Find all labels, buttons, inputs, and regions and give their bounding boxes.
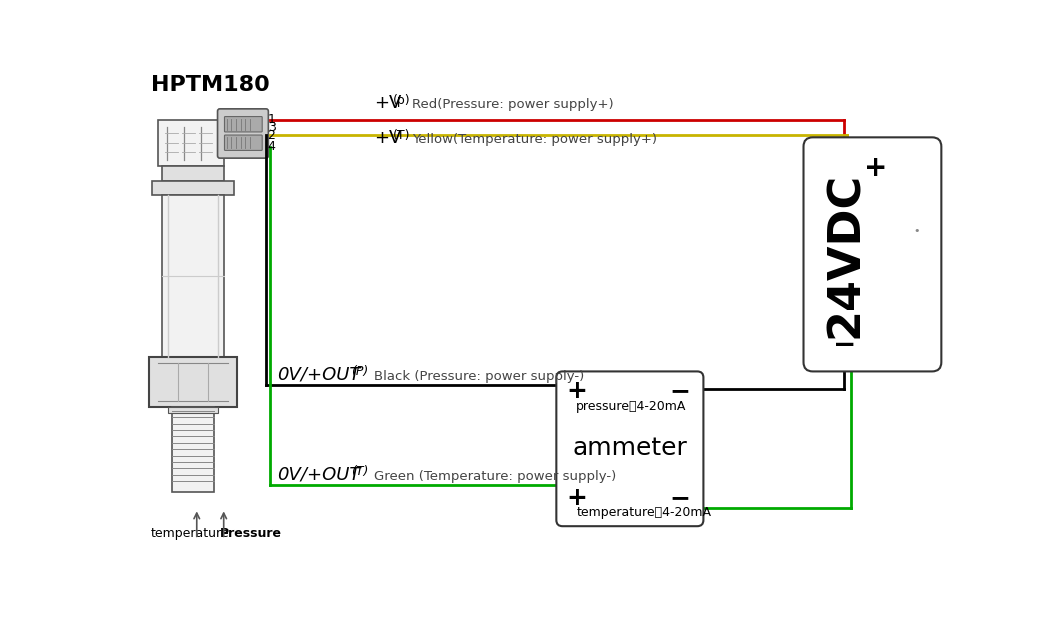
FancyBboxPatch shape: [803, 137, 941, 372]
Text: HPTM180: HPTM180: [151, 75, 269, 95]
Text: temperature: temperature: [151, 527, 229, 540]
Text: (T): (T): [393, 129, 410, 142]
FancyBboxPatch shape: [225, 135, 262, 151]
FancyBboxPatch shape: [169, 407, 218, 413]
FancyBboxPatch shape: [158, 120, 224, 166]
Text: ammeter: ammeter: [572, 437, 687, 460]
Text: •: •: [914, 226, 920, 236]
Text: +: +: [566, 379, 587, 403]
FancyBboxPatch shape: [217, 109, 268, 158]
FancyBboxPatch shape: [162, 166, 224, 181]
Text: Black (Pressure: power supply-): Black (Pressure: power supply-): [374, 370, 584, 383]
Text: pressure：4-20mA: pressure：4-20mA: [577, 401, 687, 413]
Text: −: −: [670, 486, 691, 511]
Text: 0V/+OUT: 0V/+OUT: [278, 466, 361, 484]
Text: +V: +V: [374, 129, 402, 147]
Text: 2: 2: [267, 129, 276, 142]
Text: Green (Temperature: power supply-): Green (Temperature: power supply-): [374, 470, 616, 483]
Text: Yellow(Temperature: power supply+): Yellow(Temperature: power supply+): [412, 133, 657, 146]
FancyBboxPatch shape: [225, 117, 262, 132]
Text: 0V/+OUT: 0V/+OUT: [278, 366, 361, 384]
Text: −: −: [833, 331, 856, 359]
Text: 4: 4: [267, 140, 276, 153]
Text: Red(Pressure: power supply+): Red(Pressure: power supply+): [412, 98, 614, 111]
Text: (T): (T): [351, 466, 368, 478]
Text: 3: 3: [267, 121, 276, 134]
Text: temperature：4-20mA: temperature：4-20mA: [577, 506, 711, 519]
Text: (p): (p): [393, 94, 410, 108]
Text: −: −: [670, 379, 691, 403]
FancyBboxPatch shape: [556, 372, 704, 526]
Text: +: +: [566, 486, 587, 511]
FancyBboxPatch shape: [162, 195, 224, 357]
Text: 1: 1: [267, 113, 276, 126]
FancyBboxPatch shape: [152, 181, 233, 195]
Text: 24VDC: 24VDC: [824, 171, 867, 337]
FancyBboxPatch shape: [172, 407, 214, 491]
Text: (P): (P): [351, 365, 368, 378]
FancyBboxPatch shape: [149, 357, 236, 407]
Text: Pressure: Pressure: [219, 527, 282, 540]
Text: +: +: [864, 154, 887, 182]
Text: +V: +V: [374, 94, 402, 112]
